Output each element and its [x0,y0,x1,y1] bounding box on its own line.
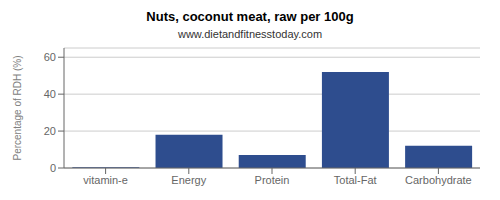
svg-text:vitamin-e: vitamin-e [83,174,128,186]
svg-text:40: 40 [44,88,56,100]
svg-text:Percentage of RDH (%): Percentage of RDH (%) [12,55,23,160]
html-text:www.dietandfitnesstoday.com: www.dietandfitnesstoday.com [178,28,322,40]
svg-text:Total-Fat: Total-Fat [334,174,377,186]
svg-text:Energy: Energy [171,174,206,186]
svg-text:Protein: Protein [255,174,290,186]
svg-text:0: 0 [50,162,56,174]
svg-text:20: 20 [44,125,56,137]
svg-text:60: 60 [44,51,56,63]
html-text:Nuts, coconut meat, raw per 10: Nuts, coconut meat, raw per 100g [146,9,354,24]
svg-text:Carbohydrate: Carbohydrate [405,174,472,186]
